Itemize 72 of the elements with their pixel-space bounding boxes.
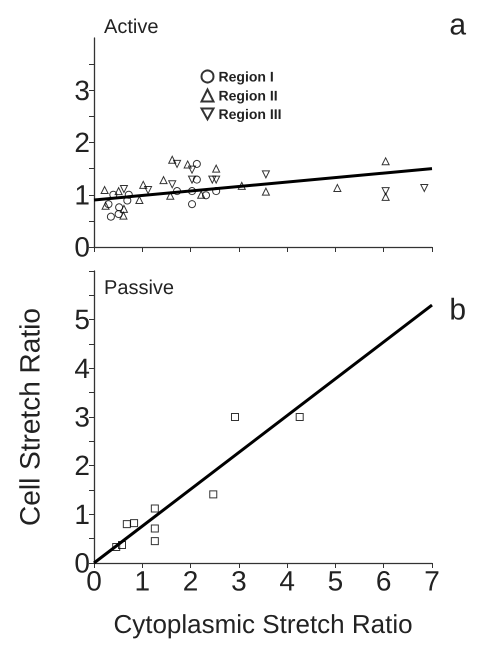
point <box>188 176 196 184</box>
point <box>150 537 159 546</box>
x-tick-label: 1 <box>134 566 150 596</box>
point <box>188 166 196 174</box>
point <box>208 176 216 184</box>
point <box>212 176 220 184</box>
point <box>202 191 210 200</box>
point <box>262 170 270 178</box>
point <box>197 190 206 199</box>
x-tick-label: 4 <box>279 566 295 596</box>
y-tick-label: 2 <box>74 127 90 158</box>
chart-title: Passive <box>104 277 174 299</box>
x-tick-label: 6 <box>376 566 392 596</box>
y-tick-label: 2 <box>74 450 90 482</box>
point <box>120 185 128 194</box>
point <box>192 176 201 184</box>
y-axis-title: Cell Stretch Ratio <box>14 308 46 526</box>
point <box>112 542 120 551</box>
point <box>192 160 201 168</box>
point <box>420 184 428 192</box>
y-tick-label: 1 <box>74 498 90 530</box>
legend-label: Region III <box>218 106 282 122</box>
point <box>119 212 128 220</box>
point <box>106 212 115 221</box>
legend-label: Region II <box>218 88 278 104</box>
point <box>333 184 342 192</box>
y-tick-label: 5 <box>74 304 90 336</box>
point <box>238 182 246 190</box>
point <box>188 187 196 196</box>
point <box>104 200 112 208</box>
point <box>173 187 182 196</box>
point <box>114 210 123 218</box>
chart-title: Active <box>104 16 158 38</box>
y-tick-label: 1 <box>74 179 90 210</box>
point <box>150 504 159 512</box>
point <box>382 157 390 166</box>
point <box>173 160 182 168</box>
point <box>382 187 390 196</box>
y-tick-label: 0 <box>74 232 90 262</box>
point <box>160 176 168 184</box>
point <box>230 413 239 421</box>
x-tick-label: 2 <box>182 566 198 596</box>
legend-label: Region I <box>218 68 274 84</box>
point <box>296 413 304 421</box>
x-tick-label: 5 <box>328 566 344 596</box>
x-tick-label: 7 <box>424 566 440 596</box>
text: a <box>449 8 466 42</box>
y-tick-label: 3 <box>74 402 90 432</box>
point <box>120 204 128 213</box>
point <box>150 524 159 532</box>
y-tick-label: 3 <box>74 74 90 106</box>
point <box>212 164 220 173</box>
point <box>168 156 176 164</box>
point <box>144 186 152 194</box>
point <box>184 160 192 168</box>
point <box>168 180 176 188</box>
point <box>209 490 218 498</box>
point <box>114 187 123 196</box>
point <box>262 188 270 196</box>
point <box>139 180 148 189</box>
point <box>100 186 109 194</box>
y-tick-label: 4 <box>74 352 90 384</box>
point <box>122 520 131 528</box>
point <box>115 203 124 212</box>
point <box>130 519 138 528</box>
point <box>382 192 390 201</box>
point <box>188 200 196 208</box>
x-axis-title: Cytoplasmic Stretch Ratio <box>113 609 413 639</box>
point <box>102 202 110 210</box>
point <box>166 192 174 200</box>
x-tick-label: 3 <box>231 566 247 596</box>
text: b <box>449 294 466 326</box>
